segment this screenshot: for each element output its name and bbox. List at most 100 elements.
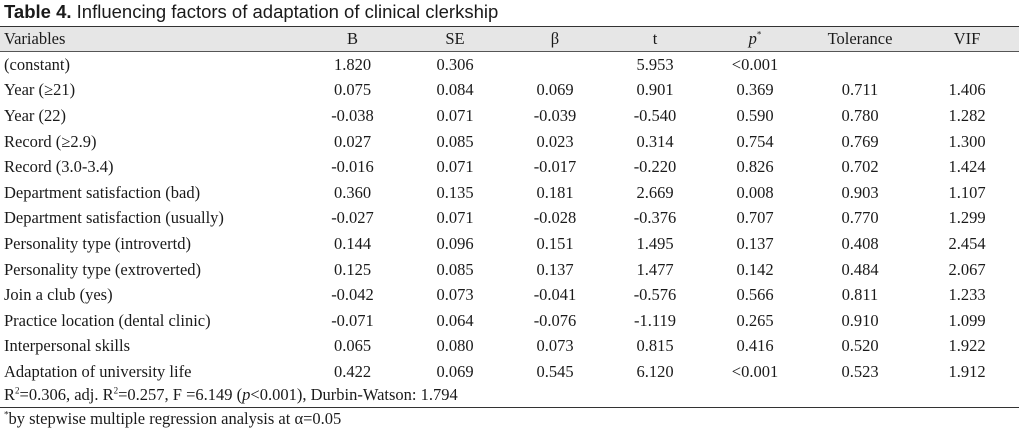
- cell-tolerance: 0.711: [841, 80, 879, 100]
- footnote-text: by stepwise multiple regression analysis…: [8, 408, 342, 428]
- cell-beta: 0.137: [536, 259, 574, 279]
- table-body: (constant) 1.820 0.306 5.953 <0.001 Year (≥21…: [0, 52, 1019, 385]
- cell-variable: Year (≥21): [4, 80, 76, 100]
- cell-se: 0.306: [436, 54, 474, 74]
- cell-se: 0.069: [436, 361, 474, 381]
- cell-p: 0.707: [736, 208, 774, 228]
- cell-b: 0.027: [333, 131, 372, 151]
- cell-vif: 1.922: [948, 336, 986, 356]
- table-title: Table 4. Influencing factors of adaptati…: [4, 0, 498, 26]
- cell-p: 0.265: [736, 310, 774, 330]
- cell-tolerance: [805, 52, 915, 78]
- cell-vif: 1.299: [948, 208, 986, 228]
- cell-p: 0.142: [736, 259, 774, 279]
- cell-beta: 0.545: [536, 361, 574, 381]
- cell-t: 1.477: [636, 259, 674, 279]
- table-row: Year (22) -0.038 0.071 -0.039 -0.540 0.590 0.7…: [0, 103, 1019, 129]
- cell-b: -0.038: [331, 105, 374, 125]
- cell-variable: Record (3.0-3.4): [4, 157, 114, 177]
- table-row: Adaptation of university life 0.422 0.069 0…: [0, 359, 1019, 385]
- cell-tolerance: 0.520: [841, 336, 879, 356]
- cell-b: -0.016: [331, 157, 374, 177]
- table-row: Record (3.0-3.4) -0.016 0.071 -0.017 -0.220 0…: [0, 154, 1019, 180]
- col-header-vif: VIF: [915, 26, 1019, 52]
- cell-se: 0.080: [436, 336, 474, 356]
- stats-p-text: <0.001), Durbin-Watson: 1.794: [250, 384, 458, 404]
- cell-se: 0.085: [436, 131, 474, 151]
- cell-vif: 1.406: [948, 80, 986, 100]
- cell-vif: 1.107: [948, 182, 986, 202]
- cell-beta: 0.181: [536, 182, 574, 202]
- stats-adj-squared-mark: 2: [113, 385, 119, 396]
- cell-t: 0.901: [636, 80, 674, 100]
- cell-vif: 1.424: [948, 157, 986, 177]
- col-header-t: t: [605, 26, 705, 52]
- cell-se: 0.071: [436, 208, 474, 228]
- cell-tolerance: 0.484: [841, 259, 879, 279]
- cell-variable: Personality type (extroverted): [4, 259, 202, 279]
- cell-t: 0.815: [636, 336, 674, 356]
- cell-b: 0.075: [333, 80, 372, 100]
- cell-p: 0.416: [736, 336, 774, 356]
- cell-vif: 1.300: [948, 131, 986, 151]
- cell-tolerance: 0.770: [841, 208, 879, 228]
- cell-vif: 2.067: [948, 259, 986, 279]
- cell-tolerance: 0.903: [841, 182, 879, 202]
- cell-t: 6.120: [636, 361, 674, 381]
- cell-p: 0.826: [736, 157, 774, 177]
- cell-beta: 0.023: [536, 131, 574, 151]
- table-row: Interpersonal skills 0.065 0.080 0.073 0.815…: [0, 334, 1019, 360]
- cell-beta: [505, 52, 605, 78]
- cell-beta: -0.041: [533, 285, 577, 305]
- cell-tolerance: 0.811: [841, 285, 879, 305]
- cell-b: 0.422: [333, 361, 372, 381]
- cell-b: 0.125: [333, 259, 372, 279]
- cell-t: -0.576: [633, 285, 677, 305]
- cell-se: 0.096: [436, 233, 474, 253]
- cell-beta: -0.039: [533, 105, 577, 125]
- cell-beta: 0.069: [536, 80, 574, 100]
- cell-b: 0.144: [333, 233, 372, 253]
- cell-vif: 1.233: [948, 285, 986, 305]
- cell-t: 1.495: [636, 233, 674, 253]
- cell-t: 5.953: [636, 54, 674, 74]
- header-row: Variables B SE β t p* Tolerance VIF: [0, 26, 1019, 52]
- cell-variable: Department satisfaction (usually): [4, 208, 224, 228]
- cell-variable: Practice location (dental clinic): [4, 310, 211, 330]
- cell-beta: -0.028: [533, 208, 577, 228]
- model-statistics: R2=0.306, adj. R2=0.257, F =6.149 (p<0.0…: [0, 385, 1019, 408]
- table-row: Personality type (introvertd) 0.144 0.096 0…: [0, 231, 1019, 257]
- cell-se: 0.073: [436, 285, 474, 305]
- table-row: Join a club (yes) -0.042 0.073 -0.041 -0.576…: [0, 282, 1019, 308]
- table-footnote: *by stepwise multiple regression analysi…: [0, 408, 1019, 430]
- col-header-variables: Variables: [0, 26, 300, 52]
- cell-p: 0.566: [736, 285, 774, 305]
- cell-tolerance: 0.769: [841, 131, 879, 151]
- cell-se: 0.071: [436, 105, 474, 125]
- table-row: Department satisfaction (bad) 0.360 0.135 0…: [0, 180, 1019, 206]
- stats-r2-value: =0.306, adj. R: [19, 384, 114, 404]
- table-row: Practice location (dental clinic) -0.071 0…: [0, 308, 1019, 334]
- cell-b: -0.042: [331, 285, 374, 305]
- cell-beta: -0.076: [533, 310, 577, 330]
- col-header-p-letter: p: [748, 29, 757, 48]
- cell-b: 0.360: [333, 182, 372, 202]
- cell-p: <0.001: [731, 361, 779, 381]
- cell-p: 0.590: [736, 105, 774, 125]
- col-header-p: p*: [705, 26, 805, 52]
- table-row: Personality type (extroverted) 0.125 0.085…: [0, 257, 1019, 283]
- table-row: Year (≥21) 0.075 0.084 0.069 0.901 0.369 0.711…: [0, 78, 1019, 104]
- cell-p: 0.008: [736, 182, 774, 202]
- cell-variable: Record (≥2.9): [4, 131, 97, 151]
- table-number: Table 4.: [4, 1, 72, 22]
- cell-variable: Interpersonal skills: [4, 336, 131, 356]
- table-row: (constant) 1.820 0.306 5.953 <0.001: [0, 52, 1019, 78]
- cell-variable: (constant): [4, 54, 70, 74]
- cell-variable: Adaptation of university life: [4, 361, 192, 381]
- table-row: Department satisfaction (usually) -0.027 0…: [0, 206, 1019, 232]
- regression-table: Variables B SE β t p* Tolerance VIF (con…: [0, 26, 1019, 385]
- cell-vif: [915, 52, 1019, 78]
- cell-t: 0.314: [636, 131, 674, 151]
- cell-variable: Personality type (introvertd): [4, 233, 191, 253]
- cell-vif: 1.099: [948, 310, 986, 330]
